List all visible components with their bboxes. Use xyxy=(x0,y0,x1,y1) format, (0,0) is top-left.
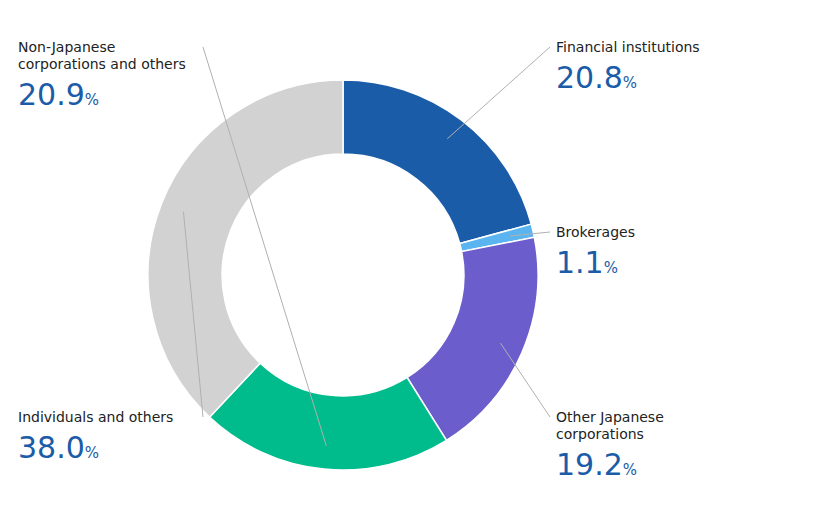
svg-text:Brokerages: Brokerages xyxy=(556,224,635,240)
svg-text:Non-Japanesecorporations and o: Non-Japanesecorporations and others xyxy=(18,39,186,72)
svg-text:38.0%: 38.0% xyxy=(18,430,99,465)
svg-text:Other Japanesecorporations: Other Japanesecorporations xyxy=(556,409,664,442)
svg-text:1.1%: 1.1% xyxy=(556,245,618,280)
svg-text:20.8%: 20.8% xyxy=(556,60,637,95)
svg-text:Financial institutions: Financial institutions xyxy=(556,39,700,55)
svg-text:19.2%: 19.2% xyxy=(556,447,637,482)
svg-text:20.9%: 20.9% xyxy=(18,77,99,112)
svg-text:Individuals and others: Individuals and others xyxy=(18,409,173,425)
